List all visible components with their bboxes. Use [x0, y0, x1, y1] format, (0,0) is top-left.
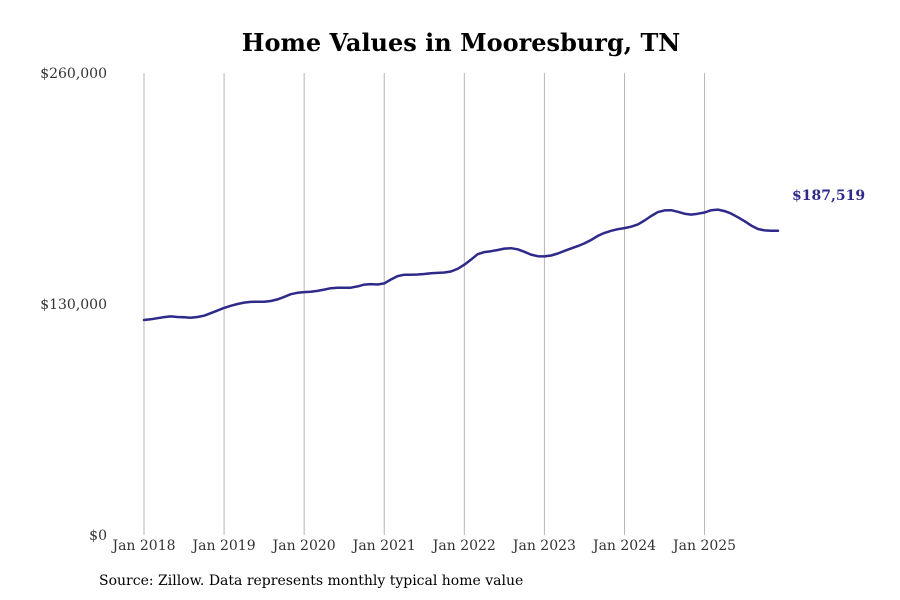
x-tick-label-1: Jan 2019	[191, 538, 256, 554]
x-tick-label-5: Jan 2023	[511, 538, 576, 554]
x-axis-ticks: Jan 2018 Jan 2019 Jan 2020 Jan 2021 Jan 2022…	[110, 538, 736, 554]
x-tick-label-0: Jan 2018	[110, 538, 175, 554]
y-axis-ticks: $0 $130,000 $260,000	[40, 66, 107, 544]
source-note: Source: Zillow. Data represents monthly …	[99, 573, 524, 589]
x-tick-label-7: Jan 2025	[671, 538, 736, 554]
series-line-0	[142, 208, 780, 322]
y-tick-label-2: $260,000	[40, 66, 107, 82]
x-tick-label-3: Jan 2021	[351, 538, 416, 554]
series-group: $187,519	[142, 188, 865, 322]
x-tick-label-4: Jan 2022	[431, 538, 496, 554]
y-tick-label-1: $130,000	[40, 297, 107, 313]
y-tick-label-0: $0	[89, 528, 107, 544]
chart-title: Home Values in Mooresburg, TN	[242, 28, 680, 57]
end-value-label: $187,519	[792, 188, 865, 204]
x-tick-label-6: Jan 2024	[591, 538, 656, 554]
gridlines	[143, 73, 706, 535]
x-tick-label-2: Jan 2020	[271, 538, 336, 554]
